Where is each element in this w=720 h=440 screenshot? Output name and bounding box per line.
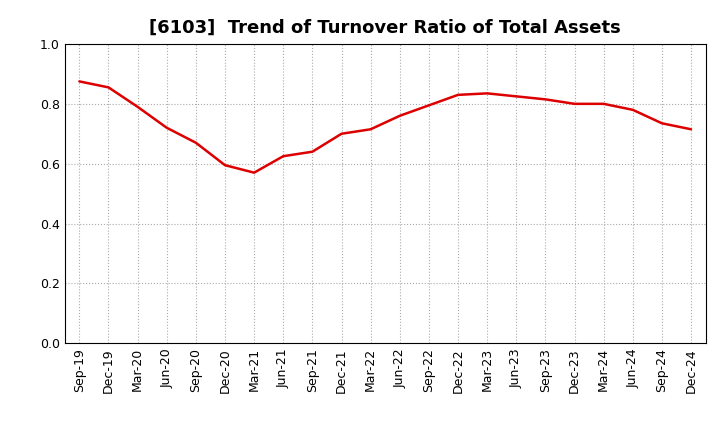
Title: [6103]  Trend of Turnover Ratio of Total Assets: [6103] Trend of Turnover Ratio of Total … [149, 19, 621, 37]
